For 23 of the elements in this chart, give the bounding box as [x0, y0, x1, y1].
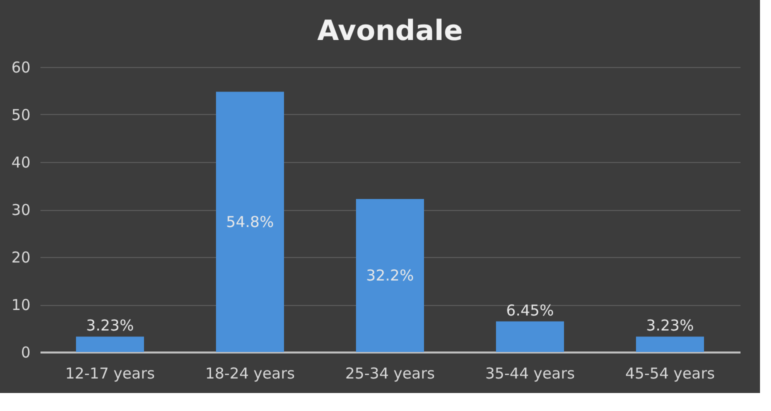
y-tick-label: 50	[11, 106, 30, 124]
y-tick-label: 40	[11, 154, 30, 172]
y-tick-label: 0	[20, 344, 30, 362]
y-tick-label: 30	[11, 201, 30, 219]
x-tick-label: 45-54 years	[625, 364, 715, 382]
bar	[636, 336, 704, 352]
bar	[496, 321, 564, 352]
y-tick-label: 20	[11, 248, 30, 266]
bar	[216, 92, 284, 352]
bar	[356, 199, 424, 352]
data-label: 3.23%	[86, 316, 134, 335]
bar	[76, 336, 144, 352]
x-tick-label: 25-34 years	[345, 364, 435, 382]
data-label: 6.45%	[506, 301, 554, 320]
data-label: 32.2%	[366, 266, 414, 285]
x-tick-label: 18-24 years	[205, 364, 295, 382]
chart-title: Avondale	[317, 14, 463, 47]
x-tick-label: 35-44 years	[485, 364, 575, 382]
y-tick-label: 10	[11, 296, 30, 314]
data-label: 3.23%	[646, 316, 694, 335]
data-label: 54.8%	[226, 212, 274, 231]
y-tick-label: 60	[11, 58, 30, 76]
x-tick-label: 12-17 years	[65, 364, 155, 382]
